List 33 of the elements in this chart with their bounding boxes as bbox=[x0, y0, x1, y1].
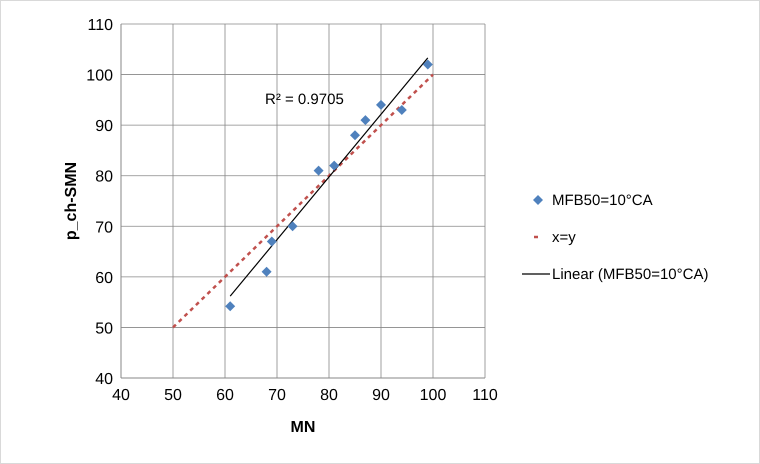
legend-label: x=y bbox=[552, 229, 576, 246]
y-axis-title: p_ch-SMN bbox=[63, 162, 80, 240]
x-tick-label: 90 bbox=[372, 387, 390, 404]
point bbox=[262, 266, 272, 277]
point bbox=[329, 160, 340, 171]
point bbox=[225, 301, 236, 312]
y-tick-label: 70 bbox=[95, 219, 114, 236]
y-tick-label: 60 bbox=[95, 270, 114, 287]
point bbox=[360, 115, 370, 126]
y-tick-label: 80 bbox=[95, 168, 114, 186]
point bbox=[266, 236, 277, 246]
point bbox=[288, 221, 298, 232]
point bbox=[396, 104, 407, 115]
x-tick-label: 100 bbox=[420, 387, 446, 404]
x-tick-label: 80 bbox=[320, 387, 338, 404]
y-tick-label: 40 bbox=[95, 371, 114, 388]
x-axis-title: MN bbox=[290, 419, 316, 436]
point bbox=[350, 130, 360, 140]
x-tick-label: 50 bbox=[164, 387, 182, 404]
x-tick-label: 40 bbox=[112, 387, 130, 404]
point bbox=[314, 166, 324, 176]
x-tick-label: 110 bbox=[472, 387, 498, 404]
y-tick-label: 100 bbox=[86, 68, 114, 85]
x-tick-label: 60 bbox=[216, 387, 234, 404]
point bbox=[422, 59, 433, 70]
y-tick-label: 110 bbox=[87, 17, 114, 34]
legend-label: Linear (MFB50=10°CA) bbox=[552, 266, 708, 283]
point bbox=[376, 100, 386, 110]
x-tick-label: 70 bbox=[268, 387, 286, 404]
annotation: R² = 0.9705 bbox=[265, 91, 344, 108]
y-tick-label: 90 bbox=[95, 118, 114, 136]
y-tick-label: 50 bbox=[95, 320, 114, 338]
legend-label: MFB50=10°CA bbox=[552, 192, 653, 209]
